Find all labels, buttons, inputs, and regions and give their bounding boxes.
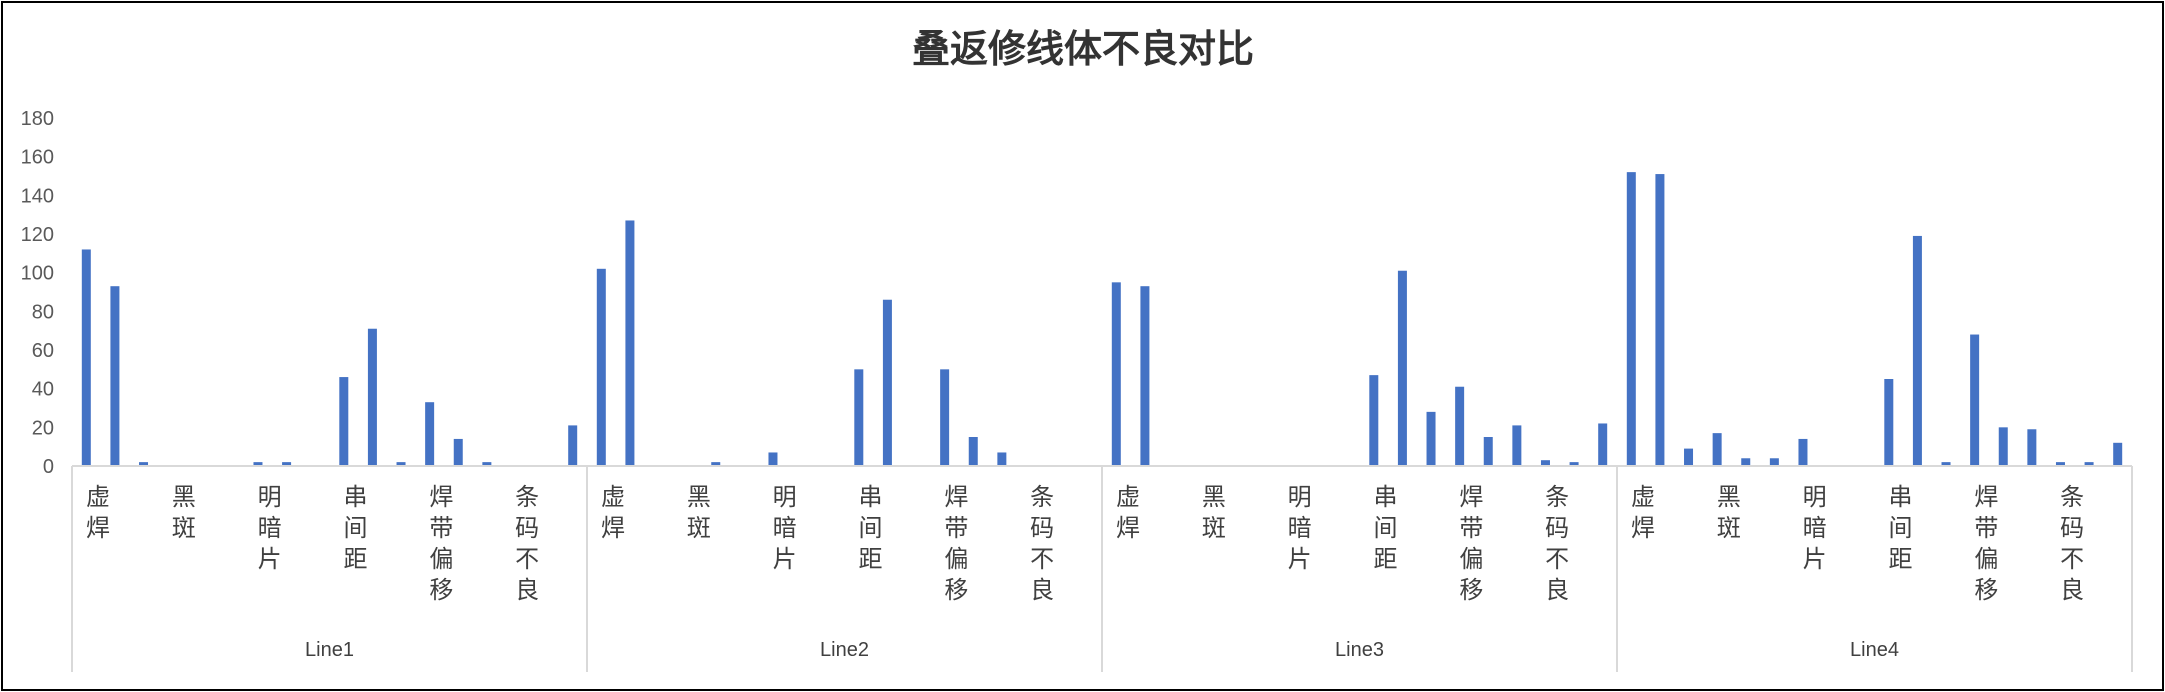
x-group-label: Line2 [820, 639, 869, 661]
bar [253, 462, 263, 466]
bar [940, 369, 950, 466]
x-category-label: 条码不良 [1030, 483, 1054, 604]
bar [139, 462, 149, 466]
bar [110, 286, 120, 466]
x-category-label: 黑斑 [172, 483, 196, 542]
y-tick-label: 160 [21, 147, 54, 169]
bar [997, 452, 1007, 466]
x-category-label: 条码不良 [515, 483, 539, 604]
bar [2113, 442, 2123, 466]
x-category-label: 虚焊 [1631, 483, 1655, 542]
bar [453, 438, 463, 466]
bar [1970, 334, 1980, 466]
bar [625, 220, 635, 466]
bar [1798, 438, 1808, 466]
y-tick-label: 40 [32, 379, 54, 401]
y-tick-label: 0 [43, 456, 54, 478]
x-axis: 虚焊 黑斑 明暗片 串间距 焊带偏移 条码不良 Line1 虚焊 黑斑 明暗片 串间距 焊带偏移 条码不… [71, 465, 2133, 672]
x-category-label: 黑斑 [1202, 483, 1226, 542]
x-category-label: 黑斑 [687, 483, 711, 542]
bar [1455, 386, 1465, 466]
bar [1941, 462, 1951, 466]
y-tick-label: 100 [21, 263, 54, 285]
bar [1712, 433, 1722, 466]
x-category-label: 黑斑 [1717, 483, 1741, 542]
bar [1397, 270, 1407, 466]
x-category-label: 焊带偏移 [429, 483, 453, 604]
chart-title: 叠返修线体不良对比 [912, 29, 1254, 71]
x-category-label: 明暗片 [1288, 483, 1312, 573]
x-category-label: 明暗片 [773, 483, 797, 573]
y-tick-label: 140 [21, 185, 54, 207]
x-group-label: Line4 [1850, 639, 1899, 661]
x-group-label: Line1 [305, 639, 354, 661]
y-tick-label: 80 [32, 301, 54, 323]
bar [968, 437, 978, 466]
bar [1540, 460, 1550, 466]
x-category-label: 焊带偏移 [1459, 483, 1483, 604]
bar [482, 462, 492, 466]
y-tick-label: 60 [32, 340, 54, 362]
y-tick-label: 180 [21, 108, 54, 130]
bar [1512, 425, 1522, 466]
bar [339, 377, 349, 466]
bar [768, 452, 778, 466]
bar [1483, 437, 1493, 466]
x-category-label: 条码不良 [2060, 483, 2084, 604]
bar [1769, 458, 1779, 466]
x-category-label: 串间距 [1889, 483, 1913, 573]
bar [1111, 282, 1121, 466]
x-category-label: 虚焊 [601, 483, 625, 542]
x-group-label: Line3 [1335, 639, 1384, 661]
bar [2027, 429, 2037, 466]
bar [2055, 462, 2065, 466]
bar [882, 299, 892, 466]
bar [1569, 462, 1579, 466]
bar [711, 462, 721, 466]
x-category-label: 串间距 [859, 483, 883, 573]
bar [367, 328, 377, 466]
bar [1140, 286, 1150, 466]
x-category-label: 明暗片 [258, 483, 282, 573]
bar [396, 462, 406, 466]
bar [425, 402, 435, 466]
y-tick-label: 20 [32, 417, 54, 439]
bar [282, 462, 292, 466]
bar [1912, 235, 1922, 466]
bar [854, 369, 864, 466]
y-tick-label: 120 [21, 224, 54, 246]
bar [1684, 448, 1694, 466]
bar [568, 425, 578, 466]
bar [1598, 423, 1608, 466]
x-category-label: 焊带偏移 [1974, 483, 1998, 604]
y-axis-ticks: 0 20 40 60 80 100 120 140 160 180 [21, 108, 54, 478]
bar [2084, 462, 2094, 466]
bar [1426, 411, 1436, 466]
bar [1626, 172, 1636, 466]
bar [1741, 458, 1751, 466]
bars [81, 172, 2123, 467]
x-category-label: 条码不良 [1545, 483, 1569, 604]
bar [1369, 375, 1379, 466]
bar [1655, 174, 1665, 467]
x-category-label: 虚焊 [86, 483, 110, 542]
x-category-label: 串间距 [1374, 483, 1398, 573]
x-category-label: 串间距 [344, 483, 368, 573]
bar [1998, 427, 2008, 466]
bar [1884, 379, 1894, 466]
x-category-label: 明暗片 [1803, 483, 1827, 573]
bar [81, 249, 91, 466]
x-category-label: 虚焊 [1116, 483, 1140, 542]
x-category-label: 焊带偏移 [944, 483, 968, 604]
bar [596, 268, 606, 466]
